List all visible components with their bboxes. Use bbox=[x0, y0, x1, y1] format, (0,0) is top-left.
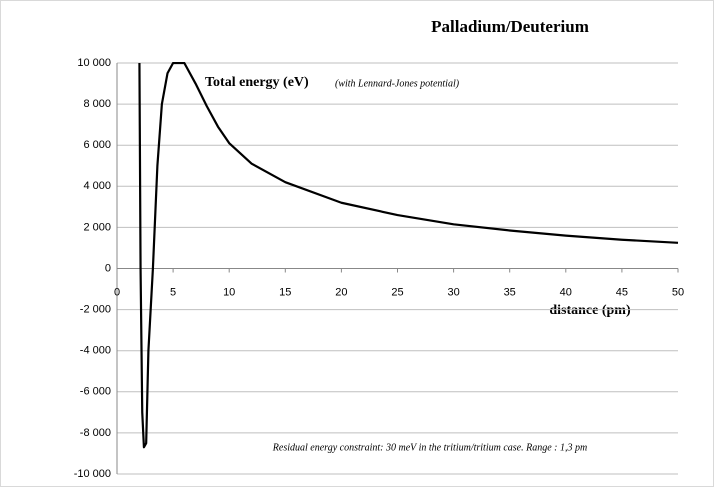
y-tick-label: 8 000 bbox=[83, 98, 111, 110]
x-tick-label: 5 bbox=[170, 286, 176, 298]
x-tick-label: 20 bbox=[335, 286, 347, 298]
x-tick-label: 10 bbox=[223, 286, 235, 298]
annotation-note: (with Lennard-Jones potential) bbox=[335, 78, 460, 89]
y-tick-label: -2 000 bbox=[80, 304, 111, 316]
y-tick-label: 4 000 bbox=[83, 180, 111, 192]
x-tick-label: 15 bbox=[279, 286, 291, 298]
x-tick-label: 25 bbox=[391, 286, 403, 298]
y-tick-label: -8 000 bbox=[80, 427, 111, 439]
chart-title: Palladium/Deuterium bbox=[431, 17, 589, 36]
annotation: Total energy (eV) bbox=[205, 75, 309, 90]
y-tick-label: -4 000 bbox=[80, 345, 111, 357]
x-tick-label: 35 bbox=[504, 286, 516, 298]
y-tick-label: 10 000 bbox=[77, 57, 111, 69]
x-tick-label: 45 bbox=[616, 286, 628, 298]
y-tick-label: 2 000 bbox=[83, 221, 111, 233]
y-tick-label: 0 bbox=[105, 262, 111, 274]
line-series bbox=[138, 62, 679, 449]
x-tick-label: 50 bbox=[672, 286, 684, 298]
y-tick-label: -10 000 bbox=[74, 468, 111, 480]
x-tick-label: 30 bbox=[447, 286, 459, 298]
x-tick-label: 40 bbox=[560, 286, 572, 298]
y-tick-label: -6 000 bbox=[80, 386, 111, 398]
y-tick-label: 6 000 bbox=[83, 139, 111, 151]
x-tick-label: 0 bbox=[114, 286, 120, 298]
footnote: Residual energy constraint: 30 meV in th… bbox=[272, 442, 587, 453]
x-axis-label: distance (pm) bbox=[549, 303, 631, 318]
